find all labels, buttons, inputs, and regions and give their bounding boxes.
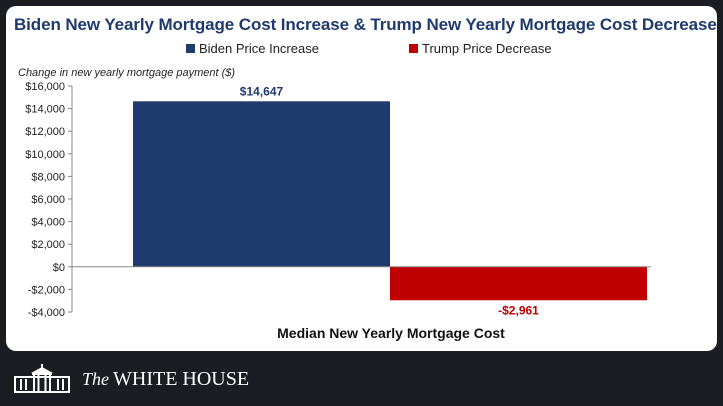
chart-card: Biden New Yearly Mortgage Cost Increase … <box>6 6 717 351</box>
footer-branding: The WHITE HOUSE <box>12 360 249 398</box>
legend-label-biden: Biden Price Increase <box>199 41 319 56</box>
bar-chart: $16,000 $14,000 $12,000 $10,000 $8,000 $6,000… <box>25 81 651 341</box>
legend-swatch-trump <box>409 44 418 53</box>
y-axis-label: Change in new yearly mortgage payment ($… <box>18 67 236 79</box>
bar-increase <box>133 101 390 267</box>
y-tick-label: -$2,000 <box>28 284 65 296</box>
y-tick-label: $2,000 <box>31 239 65 251</box>
x-axis-label: Median New Yearly Mortgage Cost <box>277 325 505 341</box>
legend: Biden Price Increase Trump Price Decreas… <box>6 41 717 59</box>
footer-org: WHITE HOUSE <box>113 367 250 390</box>
legend-item-biden: Biden Price Increase <box>186 41 319 56</box>
bar-decrease <box>390 266 647 301</box>
y-tick-label: $4,000 <box>31 217 65 229</box>
bar-data-label: -$2,961 <box>498 303 539 317</box>
y-tick-label: $6,000 <box>31 194 65 206</box>
y-tick-label: $12,000 <box>25 126 65 138</box>
legend-label-trump: Trump Price Decrease <box>422 41 552 56</box>
y-tick-label: $0 <box>53 262 65 274</box>
footer-wordmark: The WHITE HOUSE <box>82 368 249 391</box>
white-house-building-icon <box>14 364 70 393</box>
legend-swatch-biden <box>186 44 195 53</box>
footer-the: The <box>82 368 109 389</box>
y-tick-label: $16,000 <box>25 81 65 93</box>
y-tick-label: $8,000 <box>31 171 65 183</box>
chart-title: Biden New Yearly Mortgage Cost Increase … <box>14 15 717 34</box>
y-tick-label: -$4,000 <box>28 307 65 319</box>
legend-item-trump: Trump Price Decrease <box>409 41 552 56</box>
bar-data-label: $14,647 <box>240 84 284 98</box>
y-tick-label: $14,000 <box>25 104 65 116</box>
y-tick-label: $10,000 <box>25 149 65 161</box>
